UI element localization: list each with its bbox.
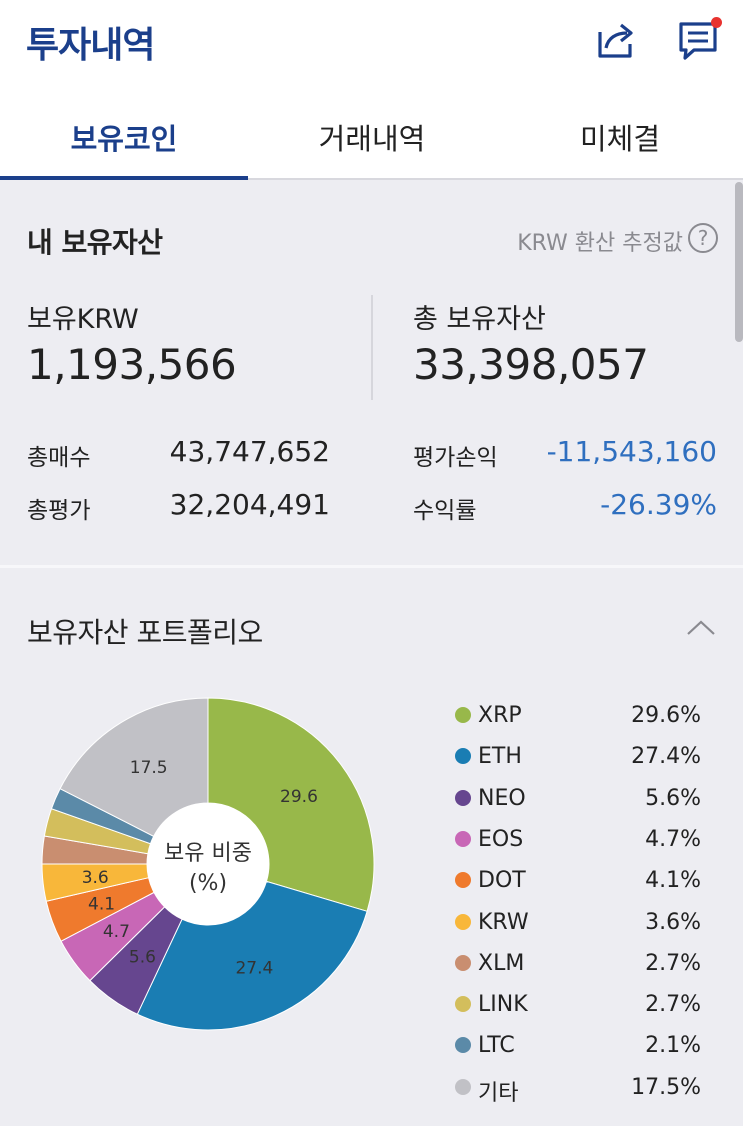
legend-value: 5.6% [645,785,701,811]
app-header: 투자내역 [0,0,743,90]
legend-dot [455,830,471,847]
total-eval-label: 총평가 [27,498,91,524]
page-title: 투자내역 [26,25,155,66]
pie-center-label: 보유 비중 [164,841,252,866]
legend-value: 3.6% [645,909,701,935]
legend-dot [455,789,471,806]
active-tab-indicator [0,176,248,180]
profit-loss-value: -11,543,160 [546,435,717,468]
legend-value: 27.4% [631,744,701,770]
pie-center-label: (%) [189,871,227,896]
pie-slice-label: 4.1 [88,894,115,914]
divider [371,295,373,400]
total-buy-label: 총매수 [27,445,91,471]
portfolio-pie-chart: 29.6 27.4 5.6 4.7 4.1 3.6 17.5 보유 비중 (%) [41,697,375,1031]
legend-dot [455,1037,471,1054]
chat-icon[interactable] [676,18,720,62]
legend-name: DOT [478,868,526,894]
legend-name: NEO [478,785,526,811]
legend-name: LINK [478,992,528,1018]
section-divider [0,565,743,568]
legend-dot [455,954,471,971]
legend-name: LTC [478,1033,515,1059]
profit-loss-label: 평가손익 [413,445,498,471]
legend-name: 기타 [478,1080,519,1106]
krw-estimate-note: KRW 환산 추정값 [517,231,683,256]
legend-dot [455,996,471,1013]
legend-value: 4.1% [645,868,701,894]
return-rate-label: 수익률 [413,498,477,524]
legend-name: XLM [478,950,525,976]
tab-pending[interactable]: 미체결 [579,122,661,156]
legend-value: 4.7% [645,826,701,852]
return-rate-value: -26.39% [600,488,717,521]
legend-dot [455,872,471,889]
help-icon[interactable]: ? [688,223,718,253]
legend-value: 2.7% [645,992,701,1018]
chevron-up-icon[interactable] [685,612,717,644]
portfolio-title: 보유자산 포트폴리오 [27,616,263,649]
total-assets-value: 33,398,057 [413,340,649,389]
tab-bar: 보유코인 거래내역 미체결 [0,90,743,180]
scrollbar[interactable] [735,182,743,342]
legend-name: EOS [478,826,524,852]
legend-value: 29.6% [631,703,701,728]
legend-name: KRW [478,909,529,935]
legend-name: ETH [478,744,522,770]
share-icon[interactable] [594,18,638,62]
total-eval-value: 32,204,491 [169,488,330,521]
legend-value: 2.7% [645,950,701,976]
pie-center [147,803,269,925]
legend-name: XRP [478,703,522,728]
legend-dot [455,913,471,930]
pie-slice-label: 4.7 [103,922,130,942]
legend-dot [455,1078,471,1095]
krw-label: 보유KRW [27,304,139,335]
total-buy-value: 43,747,652 [169,435,330,468]
legend-value: 17.5% [631,1074,701,1100]
pie-slice-label: 3.6 [82,868,109,888]
assets-title: 내 보유자산 [27,226,163,259]
pie-slice-label: 29.6 [280,787,318,807]
total-assets-label: 총 보유자산 [413,304,546,335]
pie-slice-label: 5.6 [129,948,156,968]
legend-value: 2.1% [645,1033,701,1059]
pie-slice-label: 27.4 [235,959,273,979]
tab-history[interactable]: 거래내역 [318,122,426,156]
tab-holdings[interactable]: 보유코인 [70,122,178,156]
pie-slice-label: 17.5 [130,758,168,778]
legend-dot [455,707,471,723]
legend-dot [455,748,471,765]
krw-value: 1,193,566 [27,340,237,389]
notification-dot [711,17,722,28]
